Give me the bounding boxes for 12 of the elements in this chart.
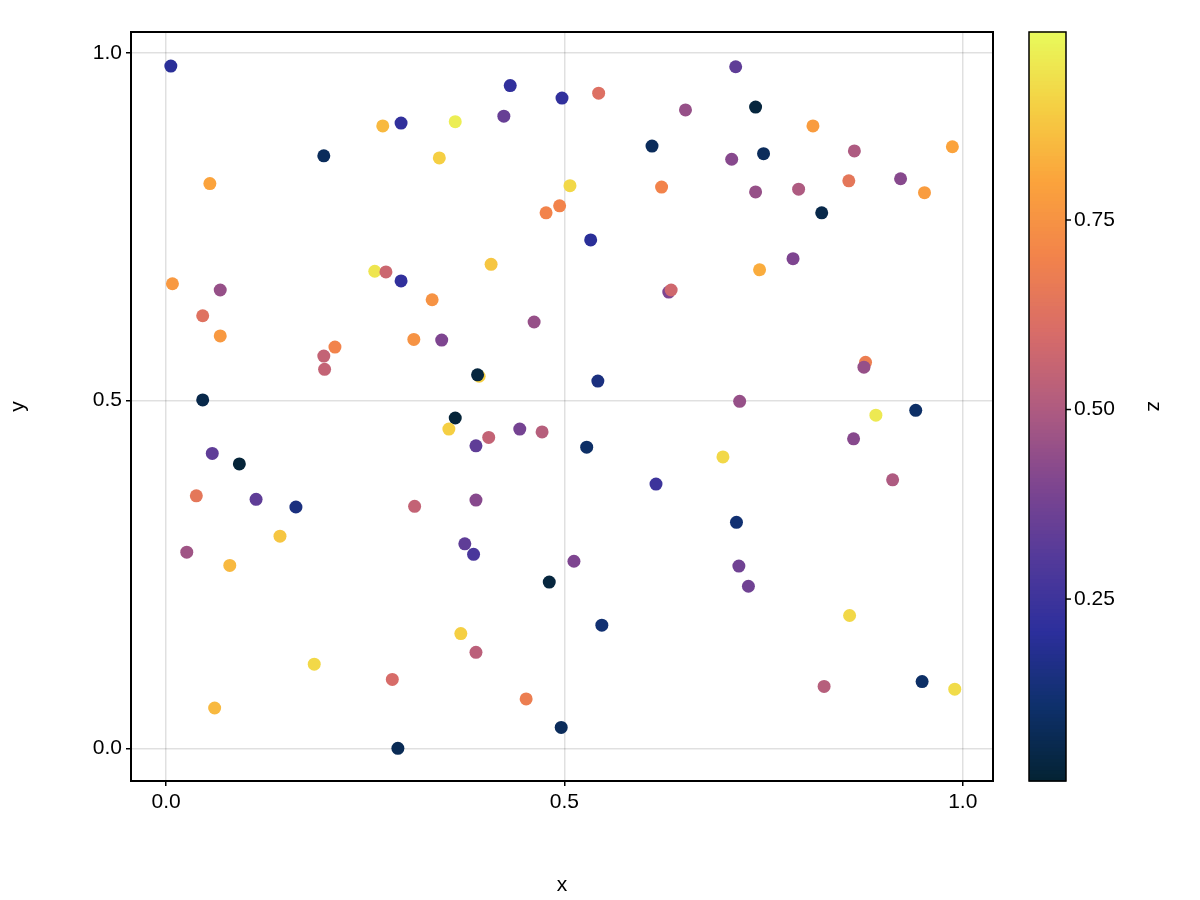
x-axis-title: x xyxy=(556,872,568,896)
x-tick-label: 0.0 xyxy=(151,789,181,813)
color-bar-label: 0.25 xyxy=(1074,585,1115,609)
y-tick-label: 0.5 xyxy=(92,387,122,411)
x-tick-label: 0.5 xyxy=(549,789,579,813)
color-bar-label: 0.50 xyxy=(1074,396,1115,420)
y-tick-label: 1.0 xyxy=(92,39,122,63)
color-bar-title: z xyxy=(1144,401,1168,412)
color-bar-label: 0.75 xyxy=(1074,206,1115,230)
y-axis-title: y xyxy=(5,400,29,412)
x-tick-label: 1.0 xyxy=(948,789,978,813)
y-tick-label: 0.0 xyxy=(92,735,122,759)
